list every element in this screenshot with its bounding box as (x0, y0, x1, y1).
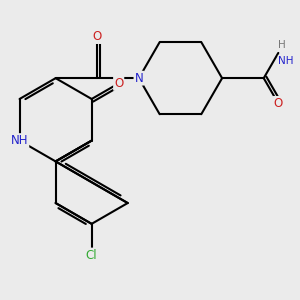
Text: H: H (278, 40, 286, 50)
Text: O: O (274, 97, 283, 110)
Text: Cl: Cl (86, 249, 98, 262)
Text: O: O (93, 30, 102, 43)
Text: O: O (114, 77, 123, 90)
Text: NH: NH (278, 56, 294, 66)
Text: NH: NH (11, 134, 28, 147)
Text: N: N (134, 72, 143, 85)
